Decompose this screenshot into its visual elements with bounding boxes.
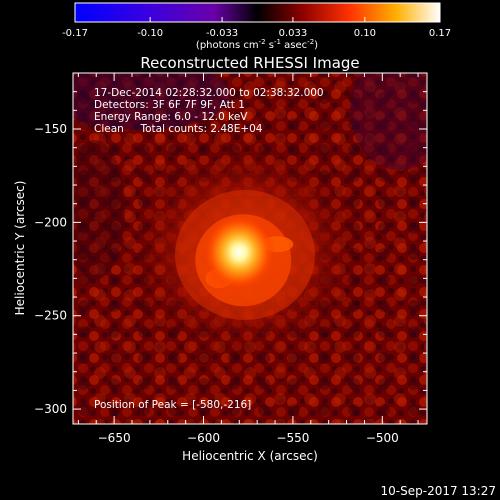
x-tick-label: −600: [187, 431, 220, 445]
colorbar: -0.17 -0.10 -0.033 0.033 0.10 0.17 (photons c…: [62, 2, 451, 51]
y-axis-label: Heliocentric Y (arcsec): [13, 181, 27, 316]
annotation-line: Detectors: 3F 6F 7F 9F, Att 1: [94, 99, 245, 111]
heatmap-image: 17-Dec-2014 02:28:32.000 to 02:38:32.000…: [73, 73, 427, 424]
colorbar-units: (photons cm-2 s-1 asec-2): [196, 38, 318, 51]
annotation-line: 17-Dec-2014 02:28:32.000 to 02:38:32.000: [94, 87, 324, 99]
x-tick-label: −500: [366, 431, 399, 445]
peak-position-label: Position of Peak = [-580,-216]: [94, 399, 251, 411]
y-tick-label: −300: [34, 402, 67, 416]
colorbar-tick-label: -0.10: [137, 28, 163, 39]
colorbar-tick-label: -0.17: [62, 28, 88, 39]
annotation-line: Energy Range: 6.0 - 12.0 keV: [94, 111, 248, 123]
colorbar-ticks: -0.17 -0.10 -0.033 0.033 0.10 0.17: [62, 17, 451, 39]
colorbar-tick-label: -0.033: [206, 28, 238, 39]
axes: −650 −600 −550 −500 −150 −200 −250 −300: [34, 72, 427, 445]
plot-frame: [72, 72, 428, 425]
chart-title: Reconstructed RHESSI Image: [140, 54, 359, 72]
x-axis-label: Heliocentric X (arcsec): [182, 449, 318, 463]
x-tick-label: −650: [98, 431, 131, 445]
annotation-line: Clean Total counts: 2.48E+04: [94, 123, 263, 135]
colorbar-tick-label: 0.17: [429, 28, 451, 39]
y-tick-label: −150: [34, 122, 67, 136]
flare-peak: [195, 214, 294, 307]
peak-core: [203, 214, 276, 291]
y-tick-label: −200: [34, 215, 67, 229]
y-tick-label: −250: [34, 309, 67, 323]
image-annotations: 17-Dec-2014 02:28:32.000 to 02:38:32.000…: [94, 87, 324, 135]
colorbar-tick-label: 0.10: [354, 28, 376, 39]
x-tick-label: −550: [276, 431, 309, 445]
timestamp: 10-Sep-2017 13:27: [381, 484, 496, 498]
colorbar-gradient: [74, 2, 441, 23]
colorbar-tick-label: 0.033: [279, 28, 308, 39]
